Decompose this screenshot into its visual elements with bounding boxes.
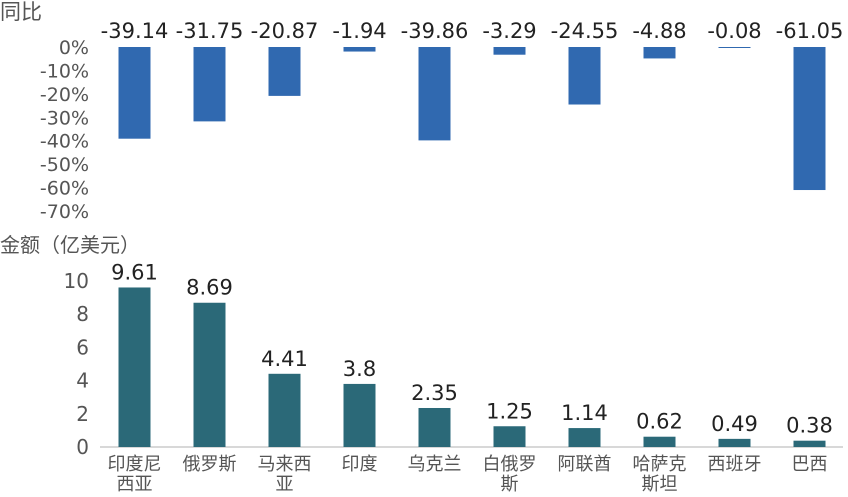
yoy-tick-label: -50%: [40, 154, 89, 176]
yoy-tick-label: -60%: [40, 178, 89, 200]
category-label: 斯坦: [642, 474, 678, 493]
yoy-bar: [418, 47, 451, 141]
amount-bar: [343, 383, 376, 447]
yoy-bar: [193, 47, 226, 122]
yoy-bar: [793, 47, 826, 191]
amount-bar: [193, 302, 226, 447]
amount-bars: [118, 287, 826, 447]
amount-bar: [493, 426, 526, 447]
yoy-tick-label: -40%: [40, 131, 89, 153]
category-label: 西亚: [117, 474, 153, 493]
amount-data-label: 0.62: [636, 410, 683, 434]
amount-y-axis: 0 2 4 6 8 10: [64, 269, 89, 459]
yoy-data-labels: -39.14 -31.75 -20.87 -1.94 -39.86 -3.29 -24.55…: [101, 19, 844, 43]
amount-data-label: 4.41: [261, 347, 308, 371]
yoy-data-label: -39.14: [101, 19, 169, 43]
yoy-data-label: -39.86: [401, 19, 469, 43]
yoy-tick-label: -30%: [40, 107, 89, 129]
amount-data-label: 1.25: [486, 399, 533, 423]
yoy-data-label: -3.29: [482, 19, 536, 43]
yoy-axis-title: 同比: [0, 0, 42, 24]
amount-data-label: 1.14: [561, 401, 608, 425]
yoy-data-label: -20.87: [251, 19, 319, 43]
amount-data-label: 8.69: [186, 276, 233, 300]
yoy-tick-label: -10%: [40, 60, 89, 82]
yoy-data-label: -24.55: [551, 19, 619, 43]
yoy-data-label: -1.94: [332, 19, 386, 43]
category-label: 阿联酋: [558, 454, 612, 475]
amount-chart: 金额（亿美元） 0 2 4 6 8 10 9.61 8.69 4.41 3.8 2.35 1.25 1…: [0, 233, 843, 495]
amount-tick-label: 2: [76, 402, 89, 426]
amount-bar: [718, 438, 751, 447]
yoy-bar: [718, 47, 751, 48]
category-label: 俄罗斯: [183, 454, 237, 475]
category-label: 乌克兰: [408, 454, 462, 475]
amount-data-label: 2.35: [411, 381, 458, 405]
yoy-data-label: -0.08: [707, 19, 761, 43]
amount-tick-label: 10: [64, 269, 89, 293]
category-label: 哈萨克: [633, 454, 687, 475]
category-label: 亚: [276, 474, 294, 493]
amount-bar: [793, 440, 826, 447]
yoy-y-axis: 0%-10%-20%-30%-40%-50%-60%-70%: [40, 37, 89, 223]
yoy-bar: [343, 47, 376, 52]
category-label: 马来西: [258, 454, 312, 475]
yoy-data-label: -4.88: [632, 19, 686, 43]
yoy-bar: [568, 47, 601, 105]
yoy-bar: [493, 47, 526, 55]
amount-bar: [643, 436, 676, 447]
category-label: 巴西: [792, 454, 828, 475]
yoy-bars: [118, 47, 826, 191]
yoy-bar: [268, 47, 301, 96]
amount-tick-label: 6: [76, 335, 89, 359]
category-label: 西班牙: [708, 454, 762, 475]
amount-data-labels: 9.61 8.69 4.41 3.8 2.35 1.25 1.14 0.62 0.49 0.38: [111, 260, 833, 437]
amount-bar: [118, 287, 151, 447]
category-label: 白俄罗: [483, 454, 537, 475]
amount-data-label: 0.38: [786, 414, 833, 438]
yoy-change-chart: 同比 0%-10%-20%-30%-40%-50%-60%-70% -39.14…: [0, 0, 843, 223]
yoy-data-label: -61.05: [776, 19, 844, 43]
amount-data-label: 9.61: [111, 260, 158, 284]
amount-bar: [568, 428, 601, 447]
amount-data-label: 3.8: [343, 357, 376, 381]
yoy-tick-label: -70%: [40, 201, 89, 223]
amount-bar: [418, 407, 451, 447]
amount-axis-title: 金额（亿美元）: [0, 233, 140, 257]
yoy-tick-label: 0%: [59, 37, 89, 59]
yoy-data-label: -31.75: [176, 19, 244, 43]
category-label: 斯: [501, 474, 519, 493]
amount-tick-label: 4: [76, 369, 89, 393]
yoy-bar: [643, 47, 676, 59]
yoy-bar: [118, 47, 151, 139]
category-label: 印度: [342, 454, 378, 475]
category-label: 印度尼: [108, 454, 162, 475]
amount-data-label: 0.49: [711, 412, 758, 436]
amount-tick-label: 0: [76, 435, 89, 459]
amount-tick-label: 8: [76, 302, 89, 326]
yoy-tick-label: -20%: [40, 84, 89, 106]
amount-bar: [268, 373, 301, 447]
